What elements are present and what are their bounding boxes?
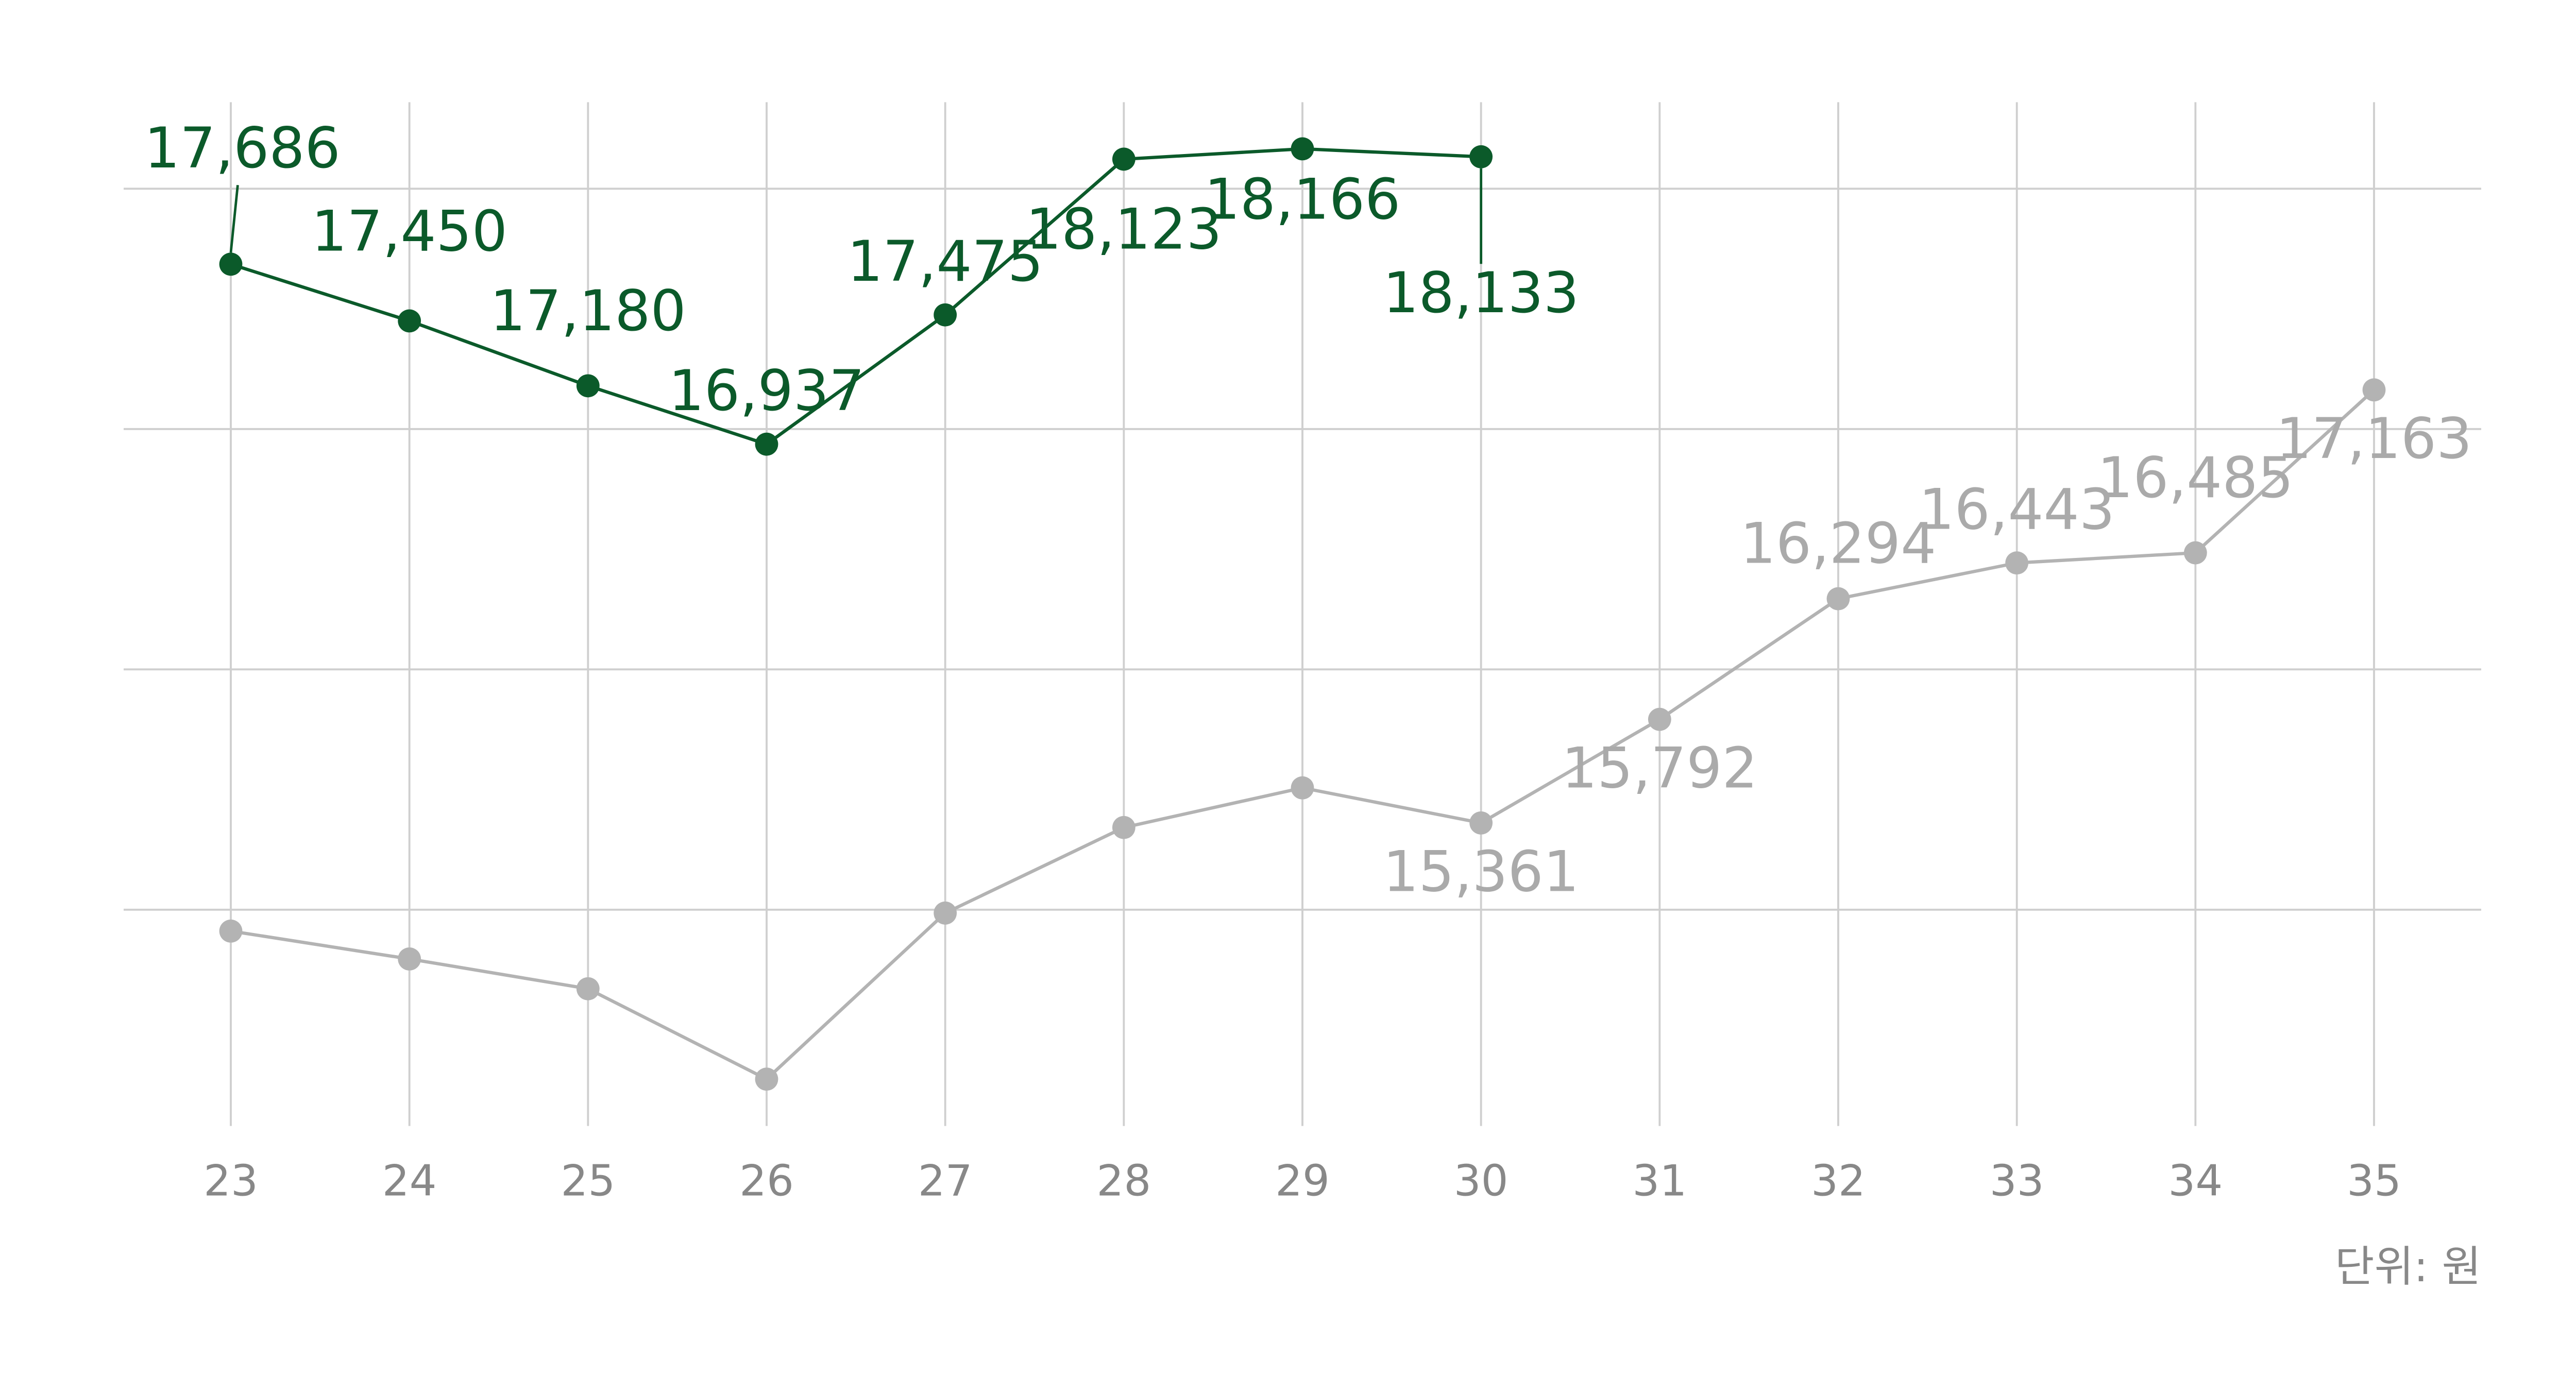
data-label: 17,686 xyxy=(144,115,341,181)
data-label: 16,294 xyxy=(1740,511,1937,576)
data-point xyxy=(2005,551,2029,575)
data-point xyxy=(398,947,421,971)
data-label: 17,180 xyxy=(490,278,686,344)
data-label: 15,361 xyxy=(1383,839,1579,905)
data-point xyxy=(219,252,243,276)
label-leader xyxy=(229,184,239,253)
data-label: 17,450 xyxy=(311,198,507,264)
data-label: 17,475 xyxy=(847,229,1043,294)
data-label: 15,792 xyxy=(1562,735,1758,801)
data-point xyxy=(755,1067,778,1091)
data-label: 16,485 xyxy=(2097,445,2294,511)
x-tick-label: 33 xyxy=(1990,1156,2044,1206)
x-tick-label: 29 xyxy=(1275,1156,1330,1206)
data-label: 16,443 xyxy=(1919,477,2115,542)
data-point xyxy=(1469,145,1493,168)
data-point xyxy=(2183,541,2207,565)
data-point xyxy=(934,303,957,327)
x-tick-label: 30 xyxy=(1454,1156,1509,1206)
series-line xyxy=(230,147,1481,446)
data-point xyxy=(1469,811,1493,835)
x-tick-label: 27 xyxy=(918,1156,973,1206)
data-point xyxy=(1112,147,1136,171)
x-tick-label: 32 xyxy=(1811,1156,1866,1206)
x-tick-label: 26 xyxy=(739,1156,794,1206)
x-tick-label: 35 xyxy=(2347,1156,2401,1206)
data-point xyxy=(576,374,600,398)
data-point xyxy=(1112,816,1136,839)
data-point xyxy=(219,919,243,943)
unit-label: 단위: 원 xyxy=(2335,1242,2481,1292)
x-tick-label: 34 xyxy=(2168,1156,2223,1206)
x-tick-label: 24 xyxy=(382,1156,437,1206)
x-tick-label: 31 xyxy=(1632,1156,1687,1206)
x-tick-label: 25 xyxy=(561,1156,615,1206)
data-point xyxy=(576,977,600,1000)
data-point xyxy=(755,432,778,456)
data-label: 16,937 xyxy=(669,358,865,423)
x-tick-label: 28 xyxy=(1096,1156,1151,1206)
data-label: 17,163 xyxy=(2276,406,2472,471)
data-point xyxy=(398,309,421,333)
data-point xyxy=(2362,378,2386,402)
data-label: 18,123 xyxy=(1026,197,1222,262)
data-point xyxy=(1291,776,1314,800)
data-point xyxy=(1826,587,1850,610)
data-point xyxy=(934,901,957,925)
data-point xyxy=(1648,707,1671,731)
data-point xyxy=(1291,137,1314,161)
x-tick-label: 23 xyxy=(204,1156,258,1206)
data-label: 18,166 xyxy=(1205,166,1401,232)
data-label: 18,133 xyxy=(1383,260,1579,326)
